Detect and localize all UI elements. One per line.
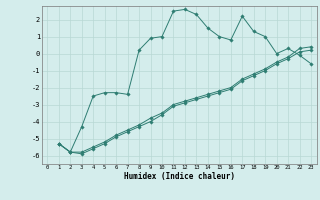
X-axis label: Humidex (Indice chaleur): Humidex (Indice chaleur) (124, 172, 235, 181)
